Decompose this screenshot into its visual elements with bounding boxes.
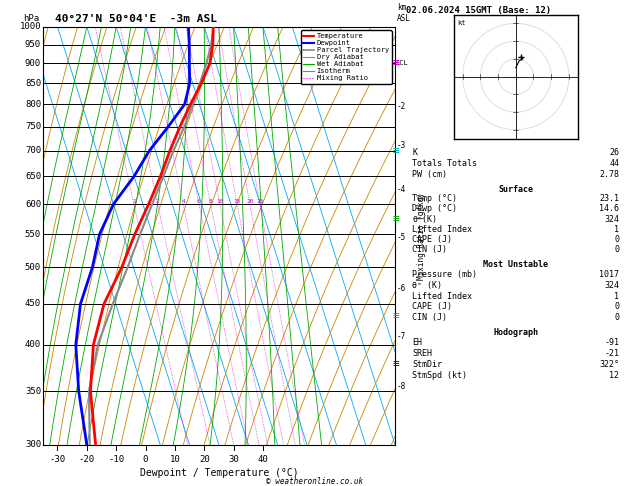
Text: PW (cm): PW (cm) (413, 170, 447, 179)
Text: ≡: ≡ (392, 360, 399, 369)
Text: 1000: 1000 (19, 22, 41, 31)
Text: 44: 44 (610, 158, 619, 168)
Text: hPa: hPa (23, 14, 40, 22)
Text: 400: 400 (25, 340, 41, 349)
Text: EH: EH (413, 338, 422, 347)
Text: ≡: ≡ (392, 311, 399, 321)
Text: Pressure (mb): Pressure (mb) (413, 270, 477, 279)
Text: 10: 10 (216, 199, 223, 204)
Text: 8: 8 (209, 199, 213, 204)
Text: θᵉ(K): θᵉ(K) (413, 214, 437, 224)
Text: CIN (J): CIN (J) (413, 313, 447, 322)
Text: Dewpoint / Temperature (°C): Dewpoint / Temperature (°C) (140, 468, 298, 478)
Text: 02.06.2024 15GMT (Base: 12): 02.06.2024 15GMT (Base: 12) (406, 6, 551, 16)
Text: -8: -8 (397, 382, 406, 391)
Text: 850: 850 (25, 79, 41, 87)
Text: 600: 600 (25, 200, 41, 208)
Text: 1017: 1017 (599, 270, 619, 279)
Text: 20: 20 (199, 455, 209, 464)
Text: 900: 900 (25, 59, 41, 68)
Text: Mixing Ratio (g/kg): Mixing Ratio (g/kg) (417, 192, 426, 279)
Text: -7: -7 (397, 332, 406, 341)
Text: 40: 40 (257, 455, 269, 464)
Text: 322°: 322° (599, 361, 619, 369)
Text: 324: 324 (604, 214, 619, 224)
Text: 26: 26 (610, 148, 619, 156)
Text: -21: -21 (604, 349, 619, 358)
Text: 1: 1 (615, 292, 619, 301)
Text: 324: 324 (604, 281, 619, 290)
Text: 300: 300 (25, 440, 41, 449)
Text: CAPE (J): CAPE (J) (413, 235, 452, 244)
Text: 12: 12 (610, 371, 619, 381)
Text: SREH: SREH (413, 349, 432, 358)
Text: -10: -10 (108, 455, 124, 464)
Text: 0: 0 (615, 235, 619, 244)
Text: Temp (°C): Temp (°C) (413, 194, 457, 203)
Text: 40°27'N 50°04'E  -3m ASL: 40°27'N 50°04'E -3m ASL (55, 14, 218, 24)
Text: -91: -91 (604, 338, 619, 347)
Text: StmSpd (kt): StmSpd (kt) (413, 371, 467, 381)
Text: ≡: ≡ (392, 146, 399, 156)
Text: 0: 0 (143, 455, 148, 464)
Text: 30: 30 (228, 455, 239, 464)
Text: 950: 950 (25, 40, 41, 49)
Text: 23.1: 23.1 (599, 194, 619, 203)
Text: Totals Totals: Totals Totals (413, 158, 477, 168)
Text: 2.78: 2.78 (599, 170, 619, 179)
Text: K: K (413, 148, 417, 156)
Text: LCL: LCL (396, 60, 408, 66)
Text: -30: -30 (50, 455, 65, 464)
Legend: Temperature, Dewpoint, Parcel Trajectory, Dry Adiabat, Wet Adiabat, Isotherm, Mi: Temperature, Dewpoint, Parcel Trajectory… (301, 30, 391, 84)
Text: kt: kt (457, 20, 466, 26)
Text: 0: 0 (615, 313, 619, 322)
Text: 0: 0 (615, 245, 619, 255)
Text: CIN (J): CIN (J) (413, 245, 447, 255)
Text: 6: 6 (197, 199, 201, 204)
Text: CAPE (J): CAPE (J) (413, 302, 452, 312)
Text: -6: -6 (397, 284, 406, 294)
Text: -4: -4 (397, 185, 406, 194)
Text: 0: 0 (615, 302, 619, 312)
Text: Lifted Index: Lifted Index (413, 225, 472, 234)
Text: 20: 20 (246, 199, 253, 204)
Text: Surface: Surface (498, 185, 533, 193)
Text: 650: 650 (25, 172, 41, 181)
Text: 800: 800 (25, 100, 41, 109)
Text: 1: 1 (132, 199, 136, 204)
Text: km
ASL: km ASL (397, 3, 411, 22)
Text: Lifted Index: Lifted Index (413, 292, 472, 301)
Text: 14.6: 14.6 (599, 204, 619, 213)
Text: Dewp (°C): Dewp (°C) (413, 204, 457, 213)
Text: 2: 2 (156, 199, 160, 204)
Text: 550: 550 (25, 230, 41, 239)
Text: -5: -5 (397, 233, 406, 242)
Text: θᵉ (K): θᵉ (K) (413, 281, 442, 290)
Text: 500: 500 (25, 263, 41, 272)
Text: 700: 700 (25, 146, 41, 155)
Text: 15: 15 (233, 199, 241, 204)
Text: 450: 450 (25, 299, 41, 309)
Text: -20: -20 (79, 455, 95, 464)
Text: 25: 25 (256, 199, 264, 204)
Text: ≡: ≡ (392, 214, 399, 224)
Text: ≡: ≡ (392, 58, 399, 68)
Text: © weatheronline.co.uk: © weatheronline.co.uk (266, 476, 363, 486)
Text: Most Unstable: Most Unstable (483, 260, 548, 269)
Text: Hodograph: Hodograph (493, 329, 538, 337)
Text: 1: 1 (615, 225, 619, 234)
Text: -3: -3 (397, 141, 406, 150)
Text: 350: 350 (25, 387, 41, 396)
Text: 10: 10 (169, 455, 181, 464)
Text: 4: 4 (181, 199, 185, 204)
Text: -2: -2 (397, 102, 406, 111)
Text: StmDir: StmDir (413, 361, 442, 369)
Text: 750: 750 (25, 122, 41, 131)
